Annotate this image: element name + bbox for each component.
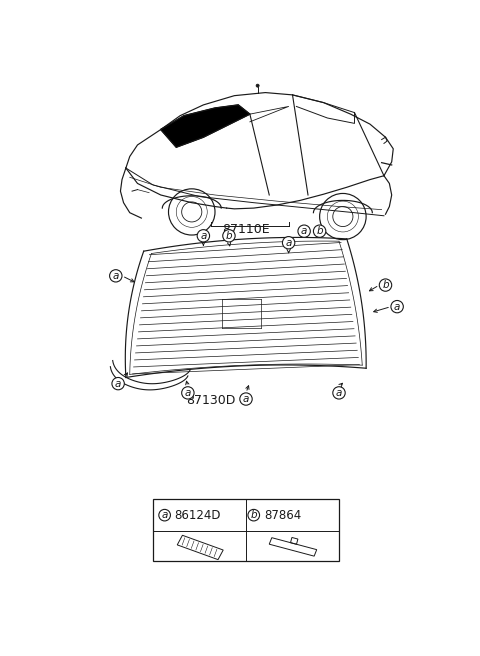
Circle shape bbox=[197, 230, 210, 242]
Circle shape bbox=[379, 279, 392, 291]
Circle shape bbox=[240, 393, 252, 405]
Circle shape bbox=[391, 300, 403, 313]
Circle shape bbox=[181, 387, 194, 399]
Circle shape bbox=[298, 225, 311, 237]
Polygon shape bbox=[161, 105, 250, 147]
Text: b: b bbox=[316, 226, 323, 236]
Text: 87130D: 87130D bbox=[186, 394, 236, 407]
Text: a: a bbox=[336, 388, 342, 398]
Circle shape bbox=[282, 237, 295, 249]
Circle shape bbox=[313, 225, 326, 237]
Text: 87864: 87864 bbox=[264, 508, 301, 522]
Text: a: a bbox=[394, 302, 400, 312]
Circle shape bbox=[248, 509, 260, 521]
Text: a: a bbox=[286, 237, 292, 248]
Text: 86124D: 86124D bbox=[175, 508, 221, 522]
Circle shape bbox=[159, 509, 170, 521]
Text: a: a bbox=[161, 510, 168, 520]
Text: a: a bbox=[115, 379, 121, 388]
Text: a: a bbox=[200, 231, 206, 241]
Text: a: a bbox=[243, 394, 249, 404]
Text: a: a bbox=[185, 388, 191, 398]
Text: b: b bbox=[382, 280, 389, 290]
Text: b: b bbox=[251, 510, 257, 520]
Bar bbox=[153, 499, 339, 561]
Circle shape bbox=[256, 84, 259, 87]
Text: 87110E: 87110E bbox=[222, 224, 270, 236]
Text: b: b bbox=[226, 231, 232, 241]
Text: a: a bbox=[301, 226, 307, 236]
Circle shape bbox=[333, 387, 345, 399]
Circle shape bbox=[223, 230, 235, 242]
Circle shape bbox=[112, 377, 124, 390]
Text: a: a bbox=[113, 271, 119, 281]
Circle shape bbox=[109, 270, 122, 282]
